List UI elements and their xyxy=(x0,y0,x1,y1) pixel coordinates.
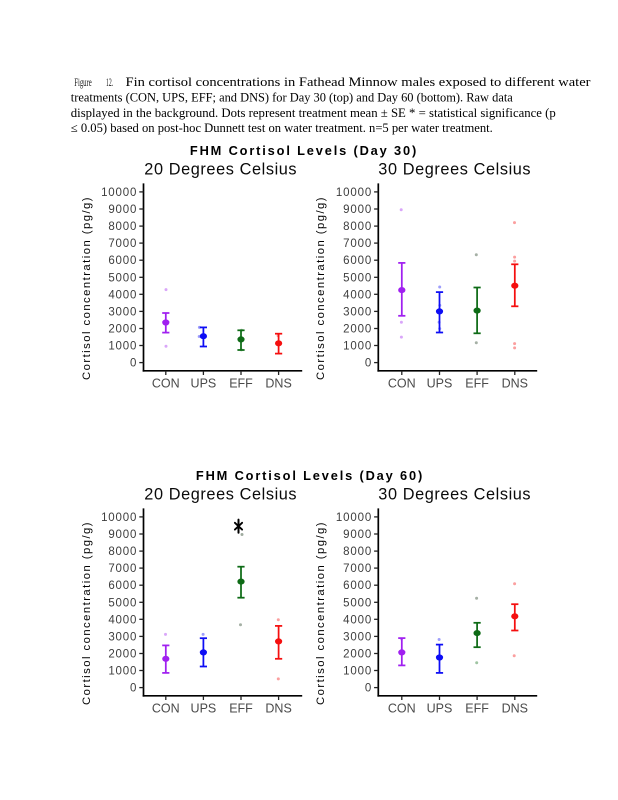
svg-text:10000: 10000 xyxy=(101,187,137,199)
svg-text:UPS: UPS xyxy=(191,701,217,715)
svg-text:UPS: UPS xyxy=(427,376,453,390)
svg-text:UPS: UPS xyxy=(191,376,217,390)
svg-text:1000: 1000 xyxy=(343,341,372,353)
svg-text:5000: 5000 xyxy=(343,597,372,609)
svg-text:9000: 9000 xyxy=(108,529,137,541)
svg-text:DNS: DNS xyxy=(502,701,528,715)
svg-text:DNS: DNS xyxy=(502,376,528,390)
svg-text:5000: 5000 xyxy=(108,597,137,609)
svg-text:CON: CON xyxy=(388,376,416,390)
svg-text:1000: 1000 xyxy=(108,341,137,353)
svg-text:EFF: EFF xyxy=(229,701,253,715)
svg-text:7000: 7000 xyxy=(343,563,372,575)
svg-text:12.: 12. xyxy=(106,77,113,89)
svg-text:8000: 8000 xyxy=(108,546,137,558)
svg-text:Figure: Figure xyxy=(74,77,92,89)
svg-text:≤ 0.05) based on post-hoc Dunn: ≤ 0.05) based on post-hoc Dunnett test o… xyxy=(71,121,493,135)
svg-text:10000: 10000 xyxy=(336,187,372,199)
svg-text:2000: 2000 xyxy=(108,649,137,661)
svg-text:9000: 9000 xyxy=(343,529,372,541)
svg-text:EFF: EFF xyxy=(465,376,489,390)
svg-text:6000: 6000 xyxy=(343,580,372,592)
svg-text:FHM Cortisol Levels (Day 60): FHM Cortisol Levels (Day 60) xyxy=(196,468,424,483)
svg-text:UPS: UPS xyxy=(427,701,453,715)
svg-text:0: 0 xyxy=(365,358,372,370)
svg-text:9000: 9000 xyxy=(108,204,137,216)
svg-text:1000: 1000 xyxy=(343,666,372,678)
svg-text:2000: 2000 xyxy=(343,649,372,661)
svg-text:CON: CON xyxy=(152,376,180,390)
svg-text:3000: 3000 xyxy=(108,631,137,643)
svg-text:3000: 3000 xyxy=(343,631,372,643)
svg-text:treatments (CON, UPS, EFF; and: treatments (CON, UPS, EFF; and DNS) for … xyxy=(71,91,514,105)
svg-text:7000: 7000 xyxy=(108,563,137,575)
svg-text:3000: 3000 xyxy=(108,306,137,318)
svg-text:EFF: EFF xyxy=(229,376,253,390)
svg-text:20 Degrees Celsius: 20 Degrees Celsius xyxy=(144,485,297,503)
svg-text:DNS: DNS xyxy=(265,376,291,390)
svg-text:7000: 7000 xyxy=(108,238,137,250)
svg-text:8000: 8000 xyxy=(343,546,372,558)
svg-text:20 Degrees Celsius: 20 Degrees Celsius xyxy=(144,160,297,178)
svg-text:DNS: DNS xyxy=(265,701,291,715)
svg-text:Cortisol concentration (pg/g): Cortisol concentration (pg/g) xyxy=(315,521,327,705)
svg-text:Cortisol concentration (pg/g): Cortisol concentration (pg/g) xyxy=(81,521,93,705)
svg-text:6000: 6000 xyxy=(108,255,137,267)
svg-text:displayed in the background. D: displayed in the background. Dots repres… xyxy=(71,106,556,120)
svg-text:0: 0 xyxy=(130,358,137,370)
svg-text:0: 0 xyxy=(130,683,137,695)
svg-text:7000: 7000 xyxy=(343,238,372,250)
svg-text:Fin cortisol concentrations in: Fin cortisol concentrations in Fathead M… xyxy=(126,75,591,89)
svg-text:Cortisol concentration (pg/g): Cortisol concentration (pg/g) xyxy=(81,196,93,380)
svg-text:3000: 3000 xyxy=(343,306,372,318)
svg-text:4000: 4000 xyxy=(343,289,372,301)
svg-text:2000: 2000 xyxy=(343,324,372,336)
svg-text:9000: 9000 xyxy=(343,204,372,216)
svg-text:10000: 10000 xyxy=(336,512,372,524)
svg-text:CON: CON xyxy=(152,701,180,715)
svg-text:30 Degrees Celsius: 30 Degrees Celsius xyxy=(378,160,531,178)
svg-text:0: 0 xyxy=(365,683,372,695)
svg-text:4000: 4000 xyxy=(343,614,372,626)
svg-text:8000: 8000 xyxy=(108,221,137,233)
svg-text:Cortisol concentration (pg/g): Cortisol concentration (pg/g) xyxy=(315,196,327,380)
svg-text:5000: 5000 xyxy=(343,272,372,284)
svg-text:CON: CON xyxy=(388,701,416,715)
svg-text:8000: 8000 xyxy=(343,221,372,233)
svg-text:1000: 1000 xyxy=(108,666,137,678)
svg-text:4000: 4000 xyxy=(108,289,137,301)
svg-text:EFF: EFF xyxy=(465,701,489,715)
svg-text:6000: 6000 xyxy=(108,580,137,592)
svg-text:30 Degrees Celsius: 30 Degrees Celsius xyxy=(378,485,531,503)
svg-text:4000: 4000 xyxy=(108,614,137,626)
svg-text:2000: 2000 xyxy=(108,324,137,336)
svg-text:FHM Cortisol Levels (Day 30): FHM Cortisol Levels (Day 30) xyxy=(190,143,418,158)
svg-text:6000: 6000 xyxy=(343,255,372,267)
svg-text:10000: 10000 xyxy=(101,512,137,524)
svg-text:5000: 5000 xyxy=(108,272,137,284)
